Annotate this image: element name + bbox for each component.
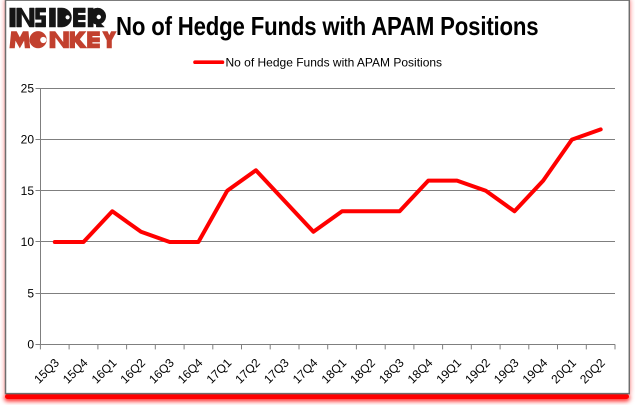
svg-text:15Q4: 15Q4	[60, 355, 91, 386]
svg-text:19Q4: 19Q4	[520, 355, 551, 386]
svg-text:20Q2: 20Q2	[577, 355, 608, 386]
svg-text:17Q1: 17Q1	[204, 355, 235, 386]
svg-text:15Q3: 15Q3	[31, 355, 62, 386]
svg-text:10: 10	[21, 235, 35, 249]
svg-text:20Q1: 20Q1	[548, 355, 579, 386]
svg-text:18Q2: 18Q2	[347, 355, 378, 386]
svg-text:20: 20	[21, 133, 35, 147]
svg-text:17Q3: 17Q3	[261, 355, 292, 386]
svg-text:5: 5	[27, 286, 34, 300]
svg-text:16Q4: 16Q4	[175, 355, 206, 386]
svg-text:19Q1: 19Q1	[433, 355, 464, 386]
svg-text:18Q3: 18Q3	[376, 355, 407, 386]
svg-text:25: 25	[21, 82, 35, 96]
svg-text:15: 15	[21, 184, 35, 198]
svg-text:17Q2: 17Q2	[232, 355, 263, 386]
svg-text:17Q4: 17Q4	[290, 355, 321, 386]
svg-text:19Q2: 19Q2	[462, 355, 493, 386]
svg-text:No of Hedge Funds with APAM Po: No of Hedge Funds with APAM Positions	[226, 56, 443, 70]
svg-text:16Q1: 16Q1	[89, 355, 120, 386]
svg-text:16Q3: 16Q3	[146, 355, 177, 386]
svg-text:16Q2: 16Q2	[117, 355, 148, 386]
svg-text:18Q1: 18Q1	[319, 355, 350, 386]
svg-text:0: 0	[27, 338, 34, 352]
svg-text:18Q4: 18Q4	[405, 355, 436, 386]
svg-text:19Q3: 19Q3	[491, 355, 522, 386]
